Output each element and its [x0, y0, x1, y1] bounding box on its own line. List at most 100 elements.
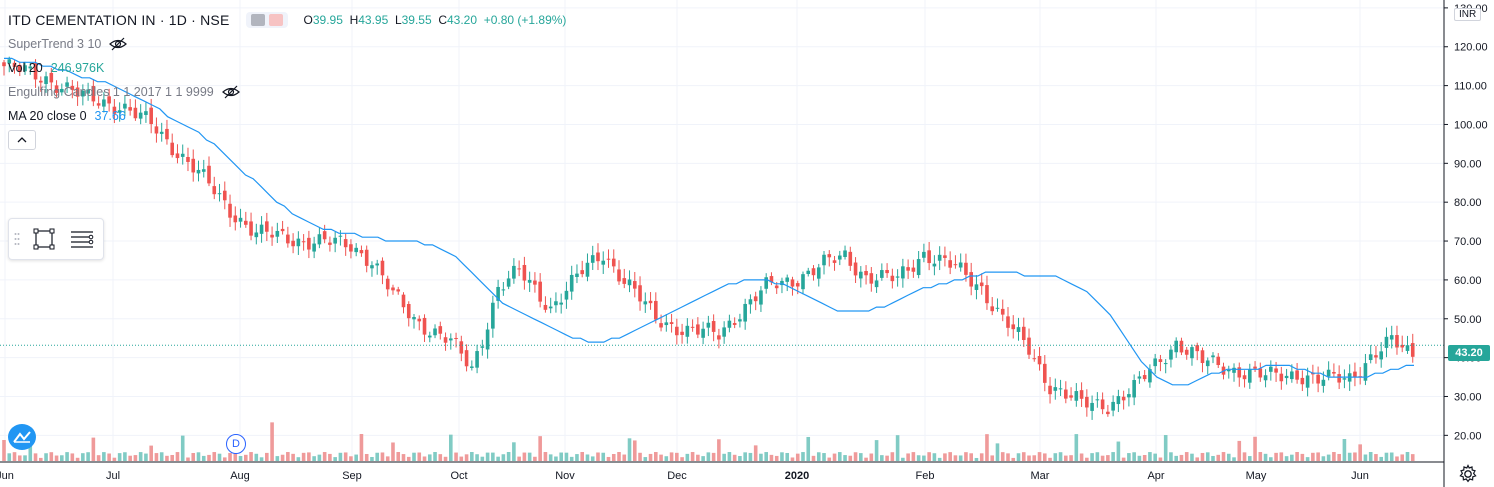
- ma-row[interactable]: MA 20 close 0 37.66: [8, 104, 566, 128]
- volume-bar: [937, 457, 942, 461]
- currency-unit-label: INR: [1454, 8, 1482, 21]
- candle-body: [1247, 369, 1252, 383]
- symbol-title[interactable]: ITD CEMENTATION IN · 1D · NSE: [8, 12, 230, 28]
- volume-bar: [853, 452, 858, 461]
- candle-body: [501, 289, 506, 291]
- volume-bar: [611, 454, 616, 461]
- candle-body: [932, 263, 937, 267]
- candle-body: [1410, 343, 1415, 357]
- volume-bar: [748, 452, 753, 461]
- candle-body: [1179, 340, 1184, 353]
- volume-bar: [417, 452, 422, 461]
- candle-body: [606, 258, 611, 260]
- candle-body: [580, 270, 585, 275]
- y-tick-label: 60.00: [1454, 275, 1482, 287]
- candle-body: [470, 366, 474, 368]
- volume-bar: [75, 457, 80, 461]
- candle-body: [233, 215, 238, 223]
- candle-body: [885, 269, 889, 274]
- candle-body: [1042, 363, 1047, 383]
- select-area-icon[interactable]: [25, 219, 63, 259]
- volume-bar: [312, 456, 316, 461]
- candle-body: [464, 350, 469, 367]
- candle-body: [685, 325, 690, 337]
- candle-body: [1006, 316, 1010, 328]
- gear-icon[interactable]: [1458, 464, 1478, 484]
- volume-bar: [65, 452, 69, 461]
- volume-bar: [459, 456, 464, 461]
- volume-bar: [201, 455, 206, 461]
- candle-body: [338, 235, 343, 237]
- volume-bar: [81, 453, 85, 461]
- candle-body: [144, 111, 148, 115]
- hidden-eye-icon[interactable]: [221, 85, 240, 99]
- candle-body: [1316, 374, 1320, 384]
- volume-bar: [654, 452, 658, 461]
- volume-bar: [548, 454, 553, 461]
- volume-bar: [375, 452, 380, 461]
- supertrend-row[interactable]: SuperTrend 3 10: [8, 32, 566, 56]
- volume-row[interactable]: Vol 20 246.976K: [8, 56, 566, 80]
- candle-body: [922, 251, 926, 258]
- volume-bar: [1148, 452, 1152, 461]
- volume-bar: [843, 455, 847, 461]
- volume-bar: [927, 452, 931, 461]
- candle-body: [485, 329, 490, 350]
- hidden-eye-icon[interactable]: [109, 37, 128, 51]
- candle-body: [17, 64, 22, 73]
- volume-bar: [443, 456, 448, 461]
- volume-bar: [286, 452, 290, 461]
- volume-bar: [885, 455, 889, 461]
- candle-body: [1253, 366, 1257, 369]
- candle-body: [117, 110, 122, 113]
- candle-body: [217, 193, 222, 195]
- candle-body: [1184, 349, 1189, 355]
- volume-bar: [401, 454, 406, 461]
- y-tick-label: 120.00: [1454, 42, 1488, 54]
- volume-bar: [406, 456, 411, 461]
- volume-bar: [1274, 452, 1278, 461]
- candle-body: [380, 260, 385, 276]
- volume-bar: [60, 455, 64, 461]
- candle-body: [937, 254, 942, 261]
- collapse-legend-button[interactable]: [8, 130, 36, 150]
- candle-body: [1284, 375, 1289, 379]
- volume-bar: [738, 456, 742, 461]
- candle-body: [648, 300, 653, 304]
- candle-body: [953, 264, 958, 266]
- volume-bar: [606, 456, 611, 461]
- candle-body: [1085, 396, 1089, 408]
- drag-handle-icon[interactable]: [9, 219, 25, 259]
- volume-bar: [280, 454, 285, 461]
- candle-body: [743, 303, 747, 322]
- volume-bar: [496, 456, 500, 461]
- candle-body: [1137, 376, 1142, 379]
- candle-body: [1389, 335, 1394, 340]
- candle-color-pill[interactable]: [245, 12, 288, 28]
- volume-bar: [1085, 457, 1089, 461]
- candle-body: [795, 283, 800, 287]
- volume-bar: [1021, 452, 1026, 461]
- candle-body: [916, 259, 921, 276]
- candle-body: [1027, 337, 1031, 355]
- candle-body: [385, 278, 390, 290]
- candle-body: [391, 287, 395, 291]
- candle-body: [974, 284, 979, 290]
- engulfing-row[interactable]: Engulfing Candles 1 1 2017 1 1 9999: [8, 80, 566, 104]
- volume-bar: [974, 457, 979, 461]
- y-tick-label: 20.00: [1454, 430, 1482, 442]
- candle-body: [1305, 375, 1310, 388]
- candle-body: [811, 268, 816, 276]
- volume-bar: [249, 452, 253, 461]
- tradingview-logo-icon[interactable]: [8, 424, 36, 450]
- volume-bar: [685, 453, 690, 461]
- candle-body: [1058, 388, 1063, 390]
- candle-body: [480, 346, 485, 348]
- volume-bar: [717, 439, 721, 461]
- object-tree-icon[interactable]: [63, 219, 101, 259]
- dividend-marker[interactable]: D: [226, 434, 246, 454]
- volume-bar: [1237, 440, 1242, 461]
- candle-body: [727, 320, 732, 328]
- candle-body: [343, 239, 348, 248]
